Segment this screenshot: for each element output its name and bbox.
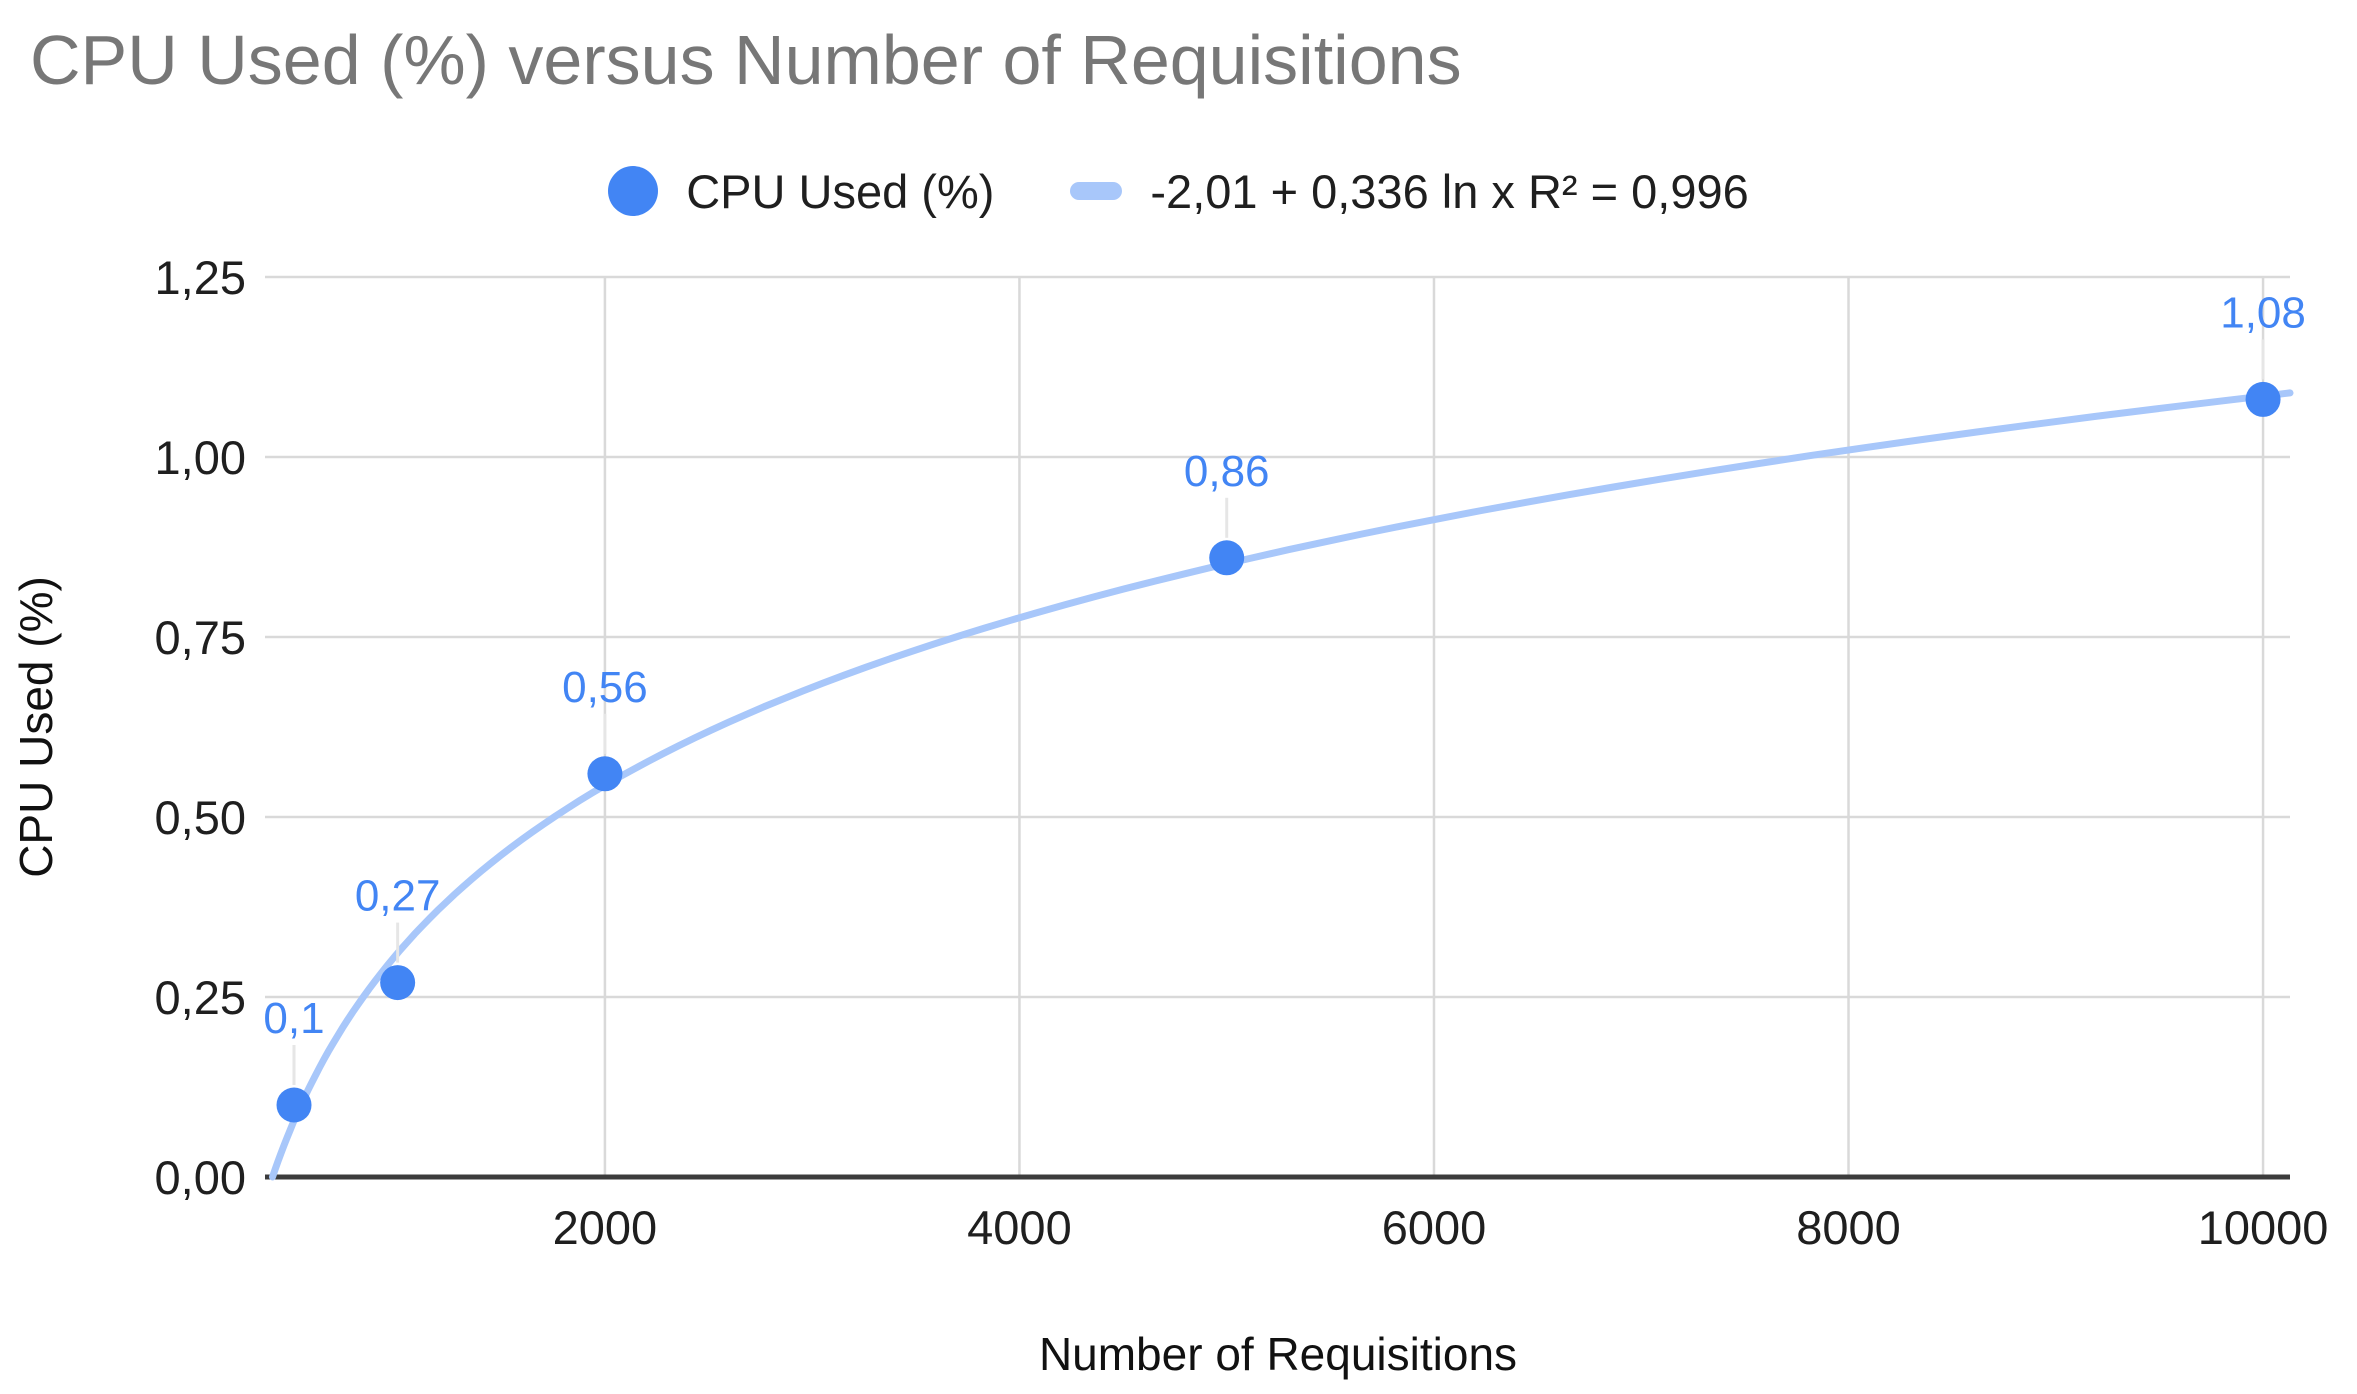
y-tick-label: 1,00 [155, 431, 246, 484]
trendline-path [269, 389, 2294, 1181]
y-tick-label: 0,50 [155, 791, 246, 844]
y-tick-label: 1,25 [155, 251, 246, 304]
y-tick-label: 0,25 [155, 971, 246, 1024]
chart-title: CPU Used (%) versus Number of Requisitio… [30, 21, 1462, 99]
x-axis-title: Number of Requisitions [1039, 1328, 1517, 1380]
legend-item-trendline[interactable]: -2,01 + 0,336 ln x R² = 0,996 [1070, 164, 1749, 219]
legend: CPU Used (%) -2,01 + 0,336 ln x R² = 0,9… [0, 158, 2357, 224]
data-point-label: 0,27 [355, 872, 441, 921]
data-point-label: 0,56 [562, 663, 648, 712]
data-point-label: 1,08 [2220, 288, 2306, 337]
x-tick-label: 10000 [2198, 1201, 2329, 1254]
data-point[interactable] [380, 965, 416, 1001]
series-point-swatch-icon [608, 166, 659, 216]
data-point[interactable] [1209, 540, 1245, 576]
y-axis-title: CPU Used (%) [10, 576, 62, 878]
legend-series-label: CPU Used (%) [686, 164, 995, 218]
data-point[interactable] [587, 756, 623, 792]
trendline-swatch-icon [1070, 182, 1123, 200]
x-tick-label: 6000 [1382, 1201, 1487, 1254]
data-point[interactable] [276, 1087, 312, 1123]
legend-item-series[interactable]: CPU Used (%) [608, 164, 994, 219]
x-tick-label: 8000 [1796, 1201, 1901, 1254]
data-point[interactable] [2245, 381, 2281, 417]
data-point-label: 0,86 [1184, 447, 1270, 496]
x-tick-label: 4000 [967, 1201, 1072, 1254]
y-tick-label: 0,75 [155, 611, 246, 664]
legend-trendline-label: -2,01 + 0,336 ln x R² = 0,996 [1150, 164, 1749, 218]
x-tick-label: 2000 [553, 1201, 658, 1254]
data-point-label: 0,1 [263, 994, 324, 1043]
y-tick-label: 0,00 [155, 1151, 246, 1204]
